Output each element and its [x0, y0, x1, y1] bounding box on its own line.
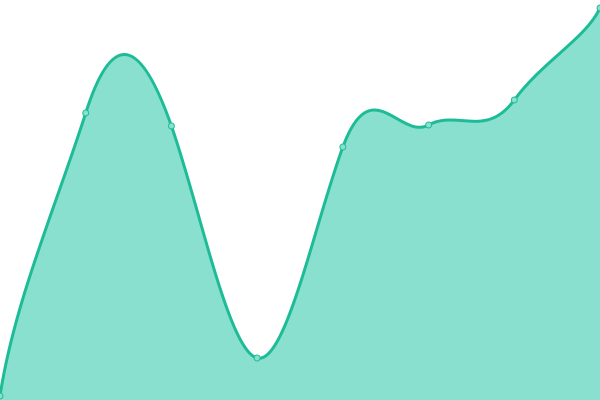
data-point-6 [510, 96, 518, 104]
data-point-7 [596, 4, 600, 12]
data-point-4 [339, 143, 347, 151]
area-fill [0, 8, 600, 400]
data-point-5 [425, 121, 433, 129]
data-points [0, 4, 600, 400]
data-point-0 [0, 392, 4, 400]
data-point-3 [253, 354, 261, 362]
data-point-1 [82, 109, 90, 117]
data-point-2 [167, 122, 175, 130]
